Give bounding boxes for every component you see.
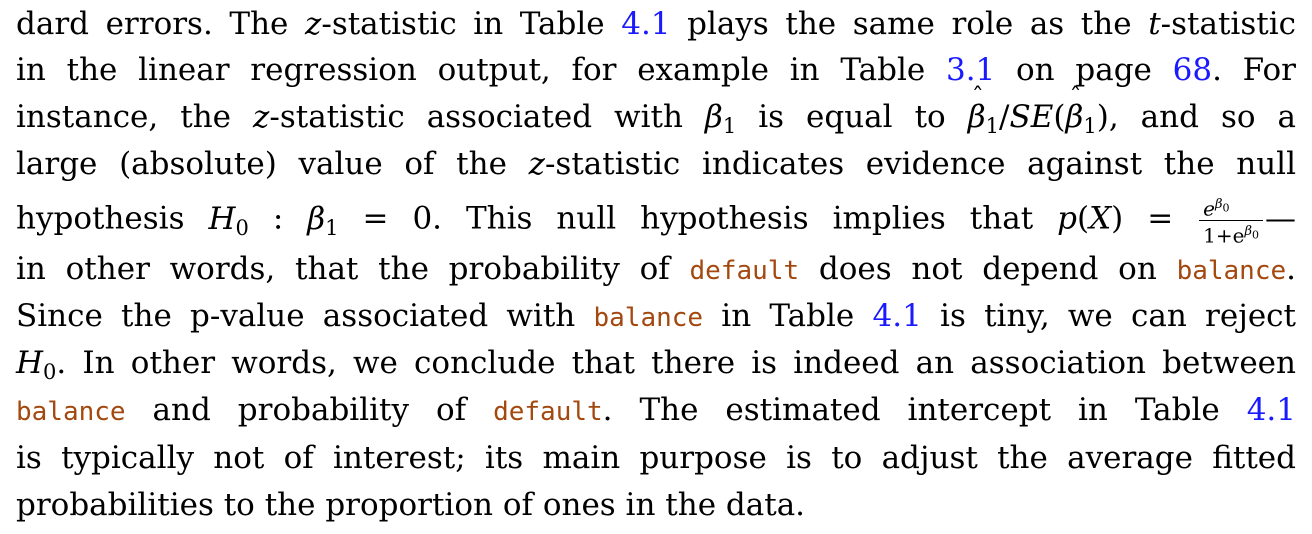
math-beta-hat: β1 [1065, 73, 1096, 138]
code-balance: balance [1176, 256, 1287, 286]
table-ref-link[interactable]: 4.1 [872, 298, 922, 334]
text-line: dard errors. The z-statistic in Table 4.… [16, 6, 1296, 42]
text-line: is typically not of interest; its main p… [16, 440, 1296, 476]
table-ref-link[interactable]: 4.1 [1246, 392, 1296, 428]
math-se: SE [1009, 99, 1054, 135]
code-balance: balance [593, 303, 704, 333]
math-beta: β1 [307, 200, 339, 240]
text-line: probabilities to the proportion of ones … [16, 487, 806, 523]
math-h0: H0 [16, 345, 57, 384]
code-default: default [689, 256, 800, 286]
math-t: t [1148, 6, 1161, 42]
math-beta: β1 [704, 99, 737, 138]
text-line: Since the p-value associated with balanc… [16, 298, 1296, 334]
math-h0: H0 [208, 200, 249, 240]
text-line: in the linear regression output, for exa… [16, 52, 1296, 88]
page-ref-link[interactable]: 68 [1172, 52, 1213, 88]
text-line: in other words, that the probability of … [16, 251, 1296, 287]
math-fraction: eβ0 1+eβ0 [1199, 194, 1263, 246]
code-balance: balance [16, 397, 126, 427]
text-line: H0. In other words, we conclude that the… [16, 345, 1296, 384]
code-default: default [493, 397, 603, 427]
text-line: large (absolute) value of the z-statisti… [16, 146, 1296, 182]
text-line: balance and probability of default. The … [16, 392, 1296, 428]
text-line: hypothesis H0 : β1 = 0. This null hypoth… [16, 194, 1296, 246]
table-ref-link[interactable]: 3.1 [945, 52, 996, 88]
math-z: z [305, 6, 322, 42]
text-line: instance, the z-statistic associated wit… [16, 73, 1296, 141]
math-beta-hat: β1 [968, 73, 999, 138]
table-ref-link[interactable]: 4.1 [621, 6, 671, 42]
